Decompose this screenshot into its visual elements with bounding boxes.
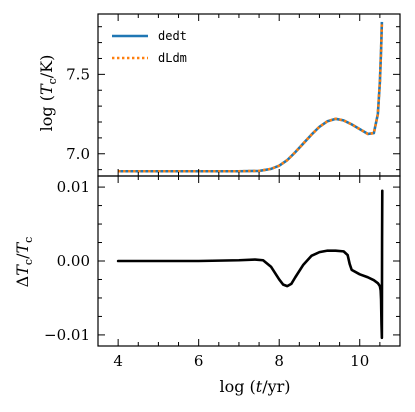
y-tick-label: −0.01 (44, 326, 90, 344)
legend: dedt dLdm (112, 29, 187, 65)
top-plot-area (118, 21, 384, 173)
y-tick-label: 0.01 (57, 178, 90, 196)
bottom-plot-area (116, 189, 384, 340)
x-tick-label: 4 (113, 352, 123, 370)
series-line-dedt (118, 21, 384, 173)
series-line-dLdm (118, 21, 384, 173)
legend-entry-dLdm: dLdm (158, 51, 187, 65)
y-tick-label: 7.5 (66, 65, 90, 83)
top-ylabel: log (Tc/K) (37, 55, 59, 132)
x-tick-label: 8 (274, 352, 284, 370)
x-tick-label: 6 (194, 352, 204, 370)
legend-entry-dedt: dedt (158, 29, 187, 43)
bottom-panel: 4 6 8 10 −0.01 0.00 0.01 (44, 175, 401, 370)
y-tick-label: 7.0 (66, 145, 90, 163)
y-tick-label: 0.00 (57, 252, 90, 270)
bottom-ylabel: ΔTc/Tc (13, 237, 35, 288)
series-line-series-0 (116, 189, 384, 340)
top-frame (97, 13, 401, 177)
x-tick-label: 10 (350, 352, 369, 370)
top-panel: 7.0 7.5 dedt dLdm (66, 13, 401, 177)
bottom-xlabel: log (t/yr) (219, 377, 290, 396)
